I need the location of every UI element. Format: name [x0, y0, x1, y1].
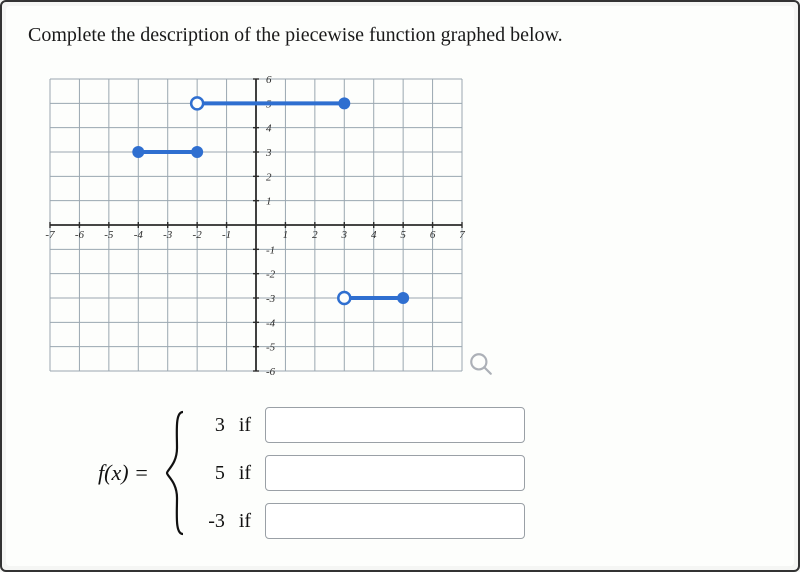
- svg-text:-1: -1: [266, 244, 275, 256]
- svg-text:-4: -4: [134, 229, 144, 241]
- svg-text:-7: -7: [45, 229, 55, 241]
- svg-text:1: 1: [283, 229, 289, 241]
- svg-text:-2: -2: [266, 269, 276, 281]
- piece-value-1: 3: [197, 414, 225, 437]
- piece-value-3: -3: [197, 510, 225, 533]
- svg-text:2: 2: [312, 229, 318, 241]
- svg-text:-3: -3: [266, 293, 276, 305]
- svg-text:-3: -3: [163, 229, 173, 241]
- piece-row-3: -3 if: [197, 503, 525, 539]
- graph-panel: -7-6-5-4-3-2-11234567654321-1-2-3-4-5-6: [36, 65, 476, 385]
- svg-text:-6: -6: [266, 366, 276, 378]
- svg-text:-5: -5: [266, 342, 276, 354]
- svg-text:6: 6: [430, 229, 436, 241]
- answer-input-3[interactable]: [265, 503, 525, 539]
- function-lhs: f(x) =: [98, 460, 149, 486]
- svg-text:-5: -5: [104, 229, 114, 241]
- left-brace: [165, 408, 187, 538]
- piecewise-graph: -7-6-5-4-3-2-11234567654321-1-2-3-4-5-6: [36, 65, 476, 385]
- svg-text:5: 5: [400, 229, 406, 241]
- svg-text:4: 4: [266, 123, 272, 135]
- svg-text:1: 1: [266, 196, 272, 208]
- piece-keyword-1: if: [239, 414, 251, 437]
- svg-text:7: 7: [459, 229, 465, 241]
- piece-value-2: 5: [197, 462, 225, 485]
- svg-text:2: 2: [266, 171, 272, 183]
- zoom-icon[interactable]: [468, 351, 494, 377]
- piece-keyword-2: if: [239, 462, 251, 485]
- function-definition: f(x) = 3 if 5 if -3 if: [98, 407, 772, 539]
- svg-text:4: 4: [371, 229, 377, 241]
- svg-text:-6: -6: [75, 229, 85, 241]
- answer-input-1[interactable]: [265, 407, 525, 443]
- svg-text:3: 3: [265, 147, 272, 159]
- svg-text:-4: -4: [266, 317, 276, 329]
- svg-text:-1: -1: [222, 229, 231, 241]
- svg-text:6: 6: [266, 74, 272, 86]
- svg-text:3: 3: [341, 229, 348, 241]
- piece-row-2: 5 if: [197, 455, 525, 491]
- answer-input-2[interactable]: [265, 455, 525, 491]
- svg-text:-2: -2: [193, 229, 203, 241]
- piece-keyword-3: if: [239, 510, 251, 533]
- piece-row-1: 3 if: [197, 407, 525, 443]
- question-prompt: Complete the description of the piecewis…: [28, 24, 772, 47]
